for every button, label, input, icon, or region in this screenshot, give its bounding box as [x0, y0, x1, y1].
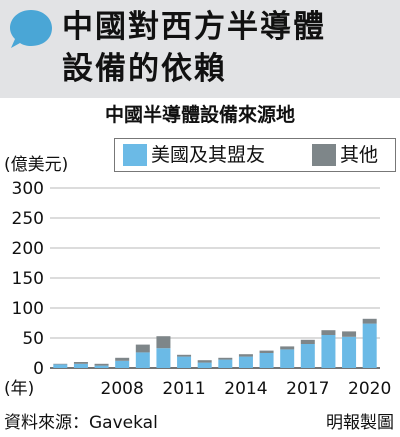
legend-swatch-us-allies	[123, 144, 147, 166]
x-axis-label: (年)	[4, 379, 34, 399]
bar-others	[197, 360, 212, 363]
y-tick-label: 300	[12, 179, 44, 199]
bar-others	[321, 330, 336, 335]
bar-us-allies	[177, 356, 192, 368]
y-tick-label: 0	[33, 359, 44, 379]
bar-us-allies	[259, 353, 274, 368]
bar-us-allies	[197, 362, 212, 368]
bar-us-allies	[94, 365, 109, 368]
x-tick-label: 2011	[162, 379, 205, 399]
bar-us-allies	[362, 323, 377, 368]
chart-legend: 美國及其盟友 其他	[114, 138, 396, 172]
bar-us-allies	[115, 360, 130, 368]
title-line-2: 設備的依賴	[62, 51, 227, 87]
bar-us-allies	[73, 363, 88, 368]
bar-others	[238, 354, 253, 357]
bar-others	[53, 363, 68, 365]
bar-others	[342, 331, 357, 337]
bar-us-allies	[342, 336, 357, 368]
bar-us-allies	[156, 348, 171, 368]
bar-others	[94, 363, 109, 366]
y-tick-label: 50	[22, 329, 44, 349]
bar-us-allies	[218, 359, 233, 368]
y-axis-label: (億美元)	[4, 155, 69, 175]
x-tick-label: 2017	[286, 379, 329, 399]
credit-note: 明報製圖	[326, 413, 394, 433]
source-note: 資料來源：Gavekal	[4, 413, 158, 433]
title-line-1: 中國對西方半導體	[62, 9, 326, 45]
legend-label-others: 其他	[340, 144, 379, 166]
legend-swatch-others	[312, 144, 336, 166]
bar-others	[259, 350, 274, 353]
x-tick-label: 2008	[101, 379, 144, 399]
bar-us-allies	[53, 364, 68, 368]
legend-label-us-allies: 美國及其盟友	[151, 144, 266, 166]
x-tick-label: 2014	[224, 379, 267, 399]
y-tick-label: 100	[12, 299, 44, 319]
header-banner: 中國對西方半導體 設備的依賴	[0, 0, 400, 98]
bar-others	[280, 346, 295, 350]
bar-others	[156, 336, 171, 349]
bar-us-allies	[238, 356, 253, 368]
bar-us-allies	[135, 352, 150, 368]
speech-bubble-icon	[10, 10, 52, 48]
bar-us-allies	[280, 349, 295, 368]
y-tick-label: 200	[12, 239, 44, 259]
bar-others	[73, 362, 88, 364]
bar-others	[362, 318, 377, 324]
bar-others	[300, 339, 315, 344]
chart-title: 中國半導體設備來源地	[104, 104, 295, 126]
bar-others	[135, 344, 150, 353]
bar-us-allies	[300, 344, 315, 368]
x-tick-label: 2020	[348, 379, 391, 399]
y-tick-label: 150	[12, 269, 44, 289]
page-title: 中國對西方半導體 設備的依賴	[62, 6, 326, 90]
bar-others	[177, 354, 192, 357]
bar-others	[218, 357, 233, 360]
y-tick-label: 250	[12, 209, 44, 229]
bar-us-allies	[321, 335, 336, 368]
legend-item-others: 其他	[312, 144, 378, 166]
bar-others	[115, 357, 130, 361]
legend-item-us-allies: 美國及其盟友	[123, 144, 265, 166]
